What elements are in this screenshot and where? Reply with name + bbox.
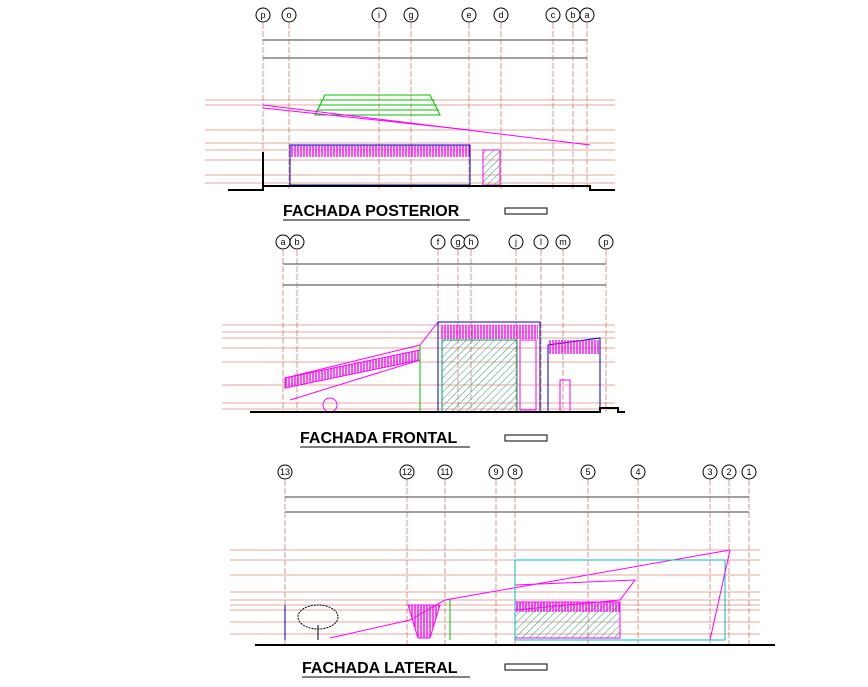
view-title: FACHADA LATERAL (302, 660, 458, 677)
view-title: FACHADA FRONTAL (300, 430, 458, 447)
grid-label: a (280, 237, 285, 247)
grid-bubble (463, 234, 479, 250)
grid-label: 11 (440, 467, 449, 477)
grid-label: 8 (512, 467, 517, 477)
grid-bubble (430, 234, 446, 250)
elevation-lateral: FACHADA LATERAL (255, 549, 775, 678)
grid-label: c (551, 10, 556, 20)
grid-bubble (488, 464, 504, 480)
grid-bubble (437, 464, 453, 480)
grid-label: g (455, 237, 460, 247)
grid-bubble (598, 234, 614, 250)
grid-label: 9 (493, 467, 498, 477)
grid-bubble (702, 464, 718, 480)
grid-bubble (545, 7, 561, 23)
view-title: FACHADA POSTERIOR (283, 203, 460, 220)
ground (228, 185, 615, 191)
door (482, 149, 501, 186)
grid-label: g (408, 10, 413, 20)
grid-label: 1 (746, 467, 751, 477)
grid-label: f (437, 237, 440, 247)
grid-label: d (498, 10, 503, 20)
grid-bubble (555, 234, 571, 250)
grid-bubble (579, 7, 595, 23)
grid-bubble (721, 464, 737, 480)
grid-label: j (514, 237, 517, 247)
ground (250, 407, 625, 413)
grid-label: l (540, 237, 542, 247)
grid-label: p (260, 10, 265, 20)
grid-label: i (378, 10, 380, 20)
grid-bubble (507, 464, 523, 480)
grid-label: p (603, 237, 608, 247)
grid-bubble (508, 234, 524, 250)
tree (297, 604, 339, 640)
grid-label: 2 (726, 467, 731, 477)
grid-bubble (493, 7, 509, 23)
grid-label: o (286, 10, 291, 20)
fascia (290, 145, 470, 157)
grid-label: b (294, 237, 299, 247)
grid-bubble (630, 464, 646, 480)
grid-bubble (399, 464, 415, 480)
grid-bubble (281, 7, 297, 23)
grid-bubble (403, 7, 419, 23)
canopy (284, 349, 421, 389)
grid-label: m (559, 237, 567, 247)
grid-bubble (289, 234, 305, 250)
grid-label: 4 (635, 467, 640, 477)
grid-label: b (570, 10, 575, 20)
block (514, 559, 726, 641)
grid-bubble (277, 464, 293, 480)
grid-bubble (580, 464, 596, 480)
grid-label: e (466, 10, 471, 20)
planter (407, 604, 441, 639)
grid-label: 12 (402, 467, 412, 477)
roof (314, 94, 441, 116)
grid-label: a (584, 10, 589, 20)
elevation-posterior: FACHADA POSTERIOR (228, 94, 615, 221)
grid-bubble (533, 234, 549, 250)
grid-bubble (371, 7, 387, 23)
grid-label: 5 (585, 467, 590, 477)
roof-slope (262, 107, 471, 131)
grid-bubble (461, 7, 477, 23)
grid-bubble (255, 7, 271, 23)
elevation-frontal: FACHADA FRONTAL (250, 321, 625, 448)
grid-label: 3 (707, 467, 712, 477)
grid-label: 13 (280, 467, 290, 477)
grid-bubble (741, 464, 757, 480)
glazing (441, 339, 518, 413)
grid-label: h (468, 237, 473, 247)
